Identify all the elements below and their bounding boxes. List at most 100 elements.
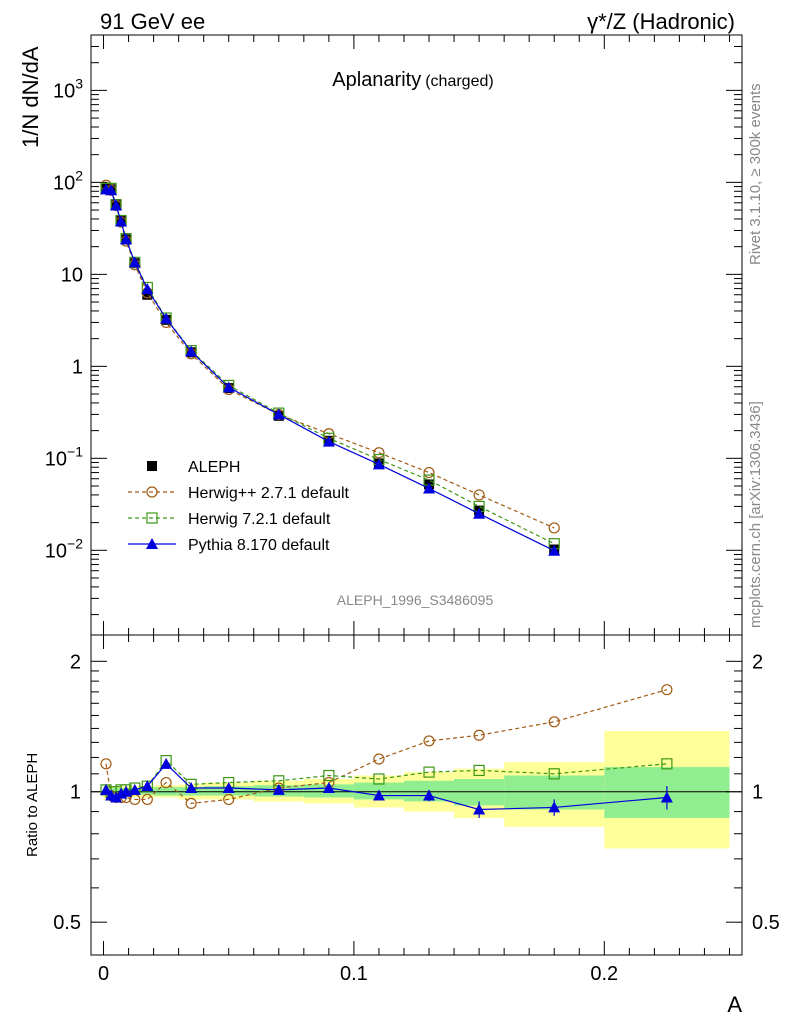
point-pythia-8-170-default [105, 184, 118, 196]
ratio-ytick-label-right: 0.5 [752, 912, 780, 934]
point-pythia-8-170-default [128, 256, 141, 268]
ratio-point-herwig-2-7-1-default [185, 797, 197, 809]
top-ytick-label: 10−1 [45, 443, 83, 470]
ratio-line-herwig-2-7-1-default [105, 689, 668, 805]
header-left: 91 GeV ee [100, 9, 205, 34]
ratio-point-pythia-8-170-default [322, 782, 335, 794]
ratio-point-herwig-7-2-1-default [373, 773, 385, 785]
top-ytick-label: 1 [72, 356, 83, 378]
x-tick-label: 0 [98, 963, 109, 985]
point-pythia-8-170-default [322, 435, 335, 447]
point-pythia-8-170-default [185, 345, 198, 357]
ratio-point-pythia-8-170-default [141, 780, 154, 792]
point-pythia-8-170-default [423, 482, 436, 494]
ratio-plot: 0 0.1 0.2 0.5 0.5 1 1 2 2 [53, 634, 780, 985]
ratio-point-herwig-2-7-1-default [373, 753, 385, 765]
point-herwig-2-7-1-default [473, 489, 485, 501]
ratio-point-pythia-8-170-default [100, 783, 113, 795]
plot-title: Aplanarity (charged) [332, 69, 493, 91]
ratio-point-herwig-2-7-1-default [548, 716, 560, 728]
ratio-ytick-label-left: 2 [70, 651, 81, 673]
ratio-point-herwig-7-2-1-default [423, 766, 435, 778]
tick-exponent: −1 [67, 443, 83, 459]
point-pythia-8-170-default [372, 458, 385, 470]
point-pythia-8-170-default [272, 408, 285, 420]
point-herwig-2-7-1-default [423, 466, 435, 479]
plot-title-main: Aplanarity [332, 69, 421, 91]
point-pythia-8-170-default [141, 283, 154, 295]
ratio-ytick-label-left: 1 [70, 782, 81, 804]
ratio-point-pythia-8-170-default [128, 783, 141, 795]
legend-marker-herwig-2-7-1-default [146, 486, 158, 498]
line-herwig-2-7-1-default [105, 184, 555, 529]
ratio-point-herwig-2-7-1-default [661, 684, 673, 696]
legend: ALEPH Herwig++ 2.7.1 default Herwig 7.2.1 … [128, 459, 350, 554]
ratio-point-pythia-8-170-default [185, 782, 198, 794]
ratio-point-pythia-8-170-default [473, 803, 486, 815]
header-right: γ*/Z (Hadronic) [587, 9, 735, 34]
ratio-ytick-label-right: 2 [752, 651, 763, 673]
point-herwig-2-7-1-default [373, 447, 385, 459]
ratio-plot-frame [90, 634, 743, 956]
tick-base: 10 [45, 448, 67, 470]
top-ylabel: 1/N dN/dA [18, 46, 43, 148]
tick-exponent: 3 [75, 75, 83, 91]
point-pythia-8-170-default [110, 199, 123, 211]
ratio-ytick-label-right: 1 [752, 782, 763, 804]
x-axis-label: A [727, 992, 742, 1017]
tick-exponent: −2 [67, 535, 83, 551]
ratio-point-herwig-2-7-1-default [160, 776, 172, 789]
legend-marker-pythia-8-170-default [146, 538, 158, 549]
watermark: ALEPH_1996_S3486095 [337, 592, 494, 608]
legend-label-aleph: ALEPH [188, 459, 240, 476]
point-pythia-8-170-default [115, 215, 128, 227]
point-pythia-8-170-default [473, 507, 486, 519]
top-ytick-label: 102 [53, 167, 83, 194]
ratio-point-herwig-7-2-1-default [548, 768, 560, 780]
plot-title-sub: (charged) [425, 73, 493, 90]
ratio-point-pythia-8-170-default [120, 785, 133, 797]
ratio-point-herwig-2-7-1-default [223, 793, 235, 806]
legend-marker-aleph [147, 461, 157, 471]
tick-exponent: 2 [75, 167, 83, 183]
top-ytick-label: 103 [53, 75, 83, 102]
ratio-point-herwig-2-7-1-default [100, 758, 112, 770]
tick-base: 10 [53, 80, 75, 102]
ratio-point-pythia-8-170-default [160, 757, 173, 769]
ratio-point-herwig-7-2-1-default [661, 758, 673, 770]
side-label-top: Rivet 3.1.10, ≥ 300k events [747, 83, 764, 265]
side-label-bottom: mcplots.cern.ch [arXiv:1306.3436] [747, 401, 764, 628]
ratio-point-herwig-2-7-1-default [141, 793, 153, 806]
legend-label-herwig-2-7-1-default: Herwig++ 2.7.1 default [188, 485, 350, 502]
legend-label-herwig-7-2-1-default: Herwig 7.2.1 default [188, 511, 331, 528]
ratio-point-herwig-2-7-1-default [423, 735, 435, 747]
ratio-point-pythia-8-170-default [372, 789, 385, 801]
x-tick-label: 0.2 [590, 963, 618, 985]
point-pythia-8-170-default [160, 312, 173, 324]
ratio-point-herwig-2-7-1-default [473, 729, 485, 741]
ratio-point-pythia-8-170-default [272, 783, 285, 795]
point-herwig-2-7-1-default [548, 522, 560, 534]
ratio-ytick-label-left: 0.5 [53, 912, 81, 934]
x-tick-label: 0.1 [340, 963, 368, 985]
ratio-ylabel: Ratio to ALEPH [24, 753, 41, 857]
point-pythia-8-170-default [120, 233, 133, 245]
legend-label-pythia-8-170-default: Pythia 8.170 default [188, 537, 330, 554]
ratio-point-pythia-8-170-default [222, 782, 235, 794]
ratio-point-herwig-7-2-1-default [473, 764, 485, 777]
top-ytick-label: 10−2 [45, 535, 83, 562]
legend-marker-herwig-7-2-1-default [146, 512, 158, 524]
point-pythia-8-170-default [548, 544, 561, 556]
ratio-point-pythia-8-170-default [423, 789, 436, 801]
tick-base: 10 [45, 540, 67, 562]
ratio-point-pythia-8-170-default [548, 801, 561, 813]
line-pythia-8-170-default [105, 188, 555, 552]
ratio-point-pythia-8-170-default [660, 791, 673, 803]
ratio-point-herwig-7-2-1-default [323, 769, 335, 782]
tick-base: 10 [53, 172, 75, 194]
point-aleph [142, 289, 153, 300]
top-ytick-label: 10 [61, 264, 83, 286]
point-pythia-8-170-default [222, 381, 235, 393]
